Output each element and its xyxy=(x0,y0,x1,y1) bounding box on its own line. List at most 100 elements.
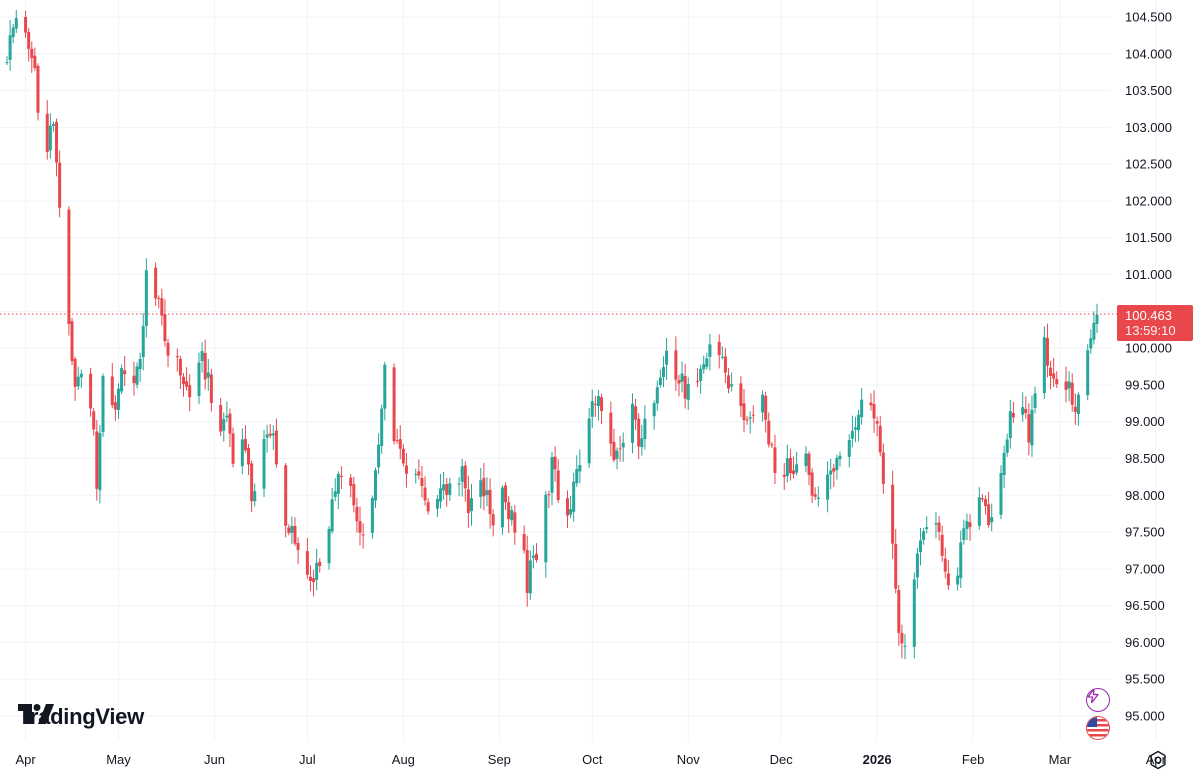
candle-body[interactable] xyxy=(219,405,223,432)
candle-body[interactable] xyxy=(460,466,464,482)
candle-body[interactable] xyxy=(739,383,743,406)
candle-body[interactable] xyxy=(95,431,99,489)
candle-body[interactable] xyxy=(804,453,808,466)
candle-body[interactable] xyxy=(575,469,579,484)
candle-body[interactable] xyxy=(287,527,291,534)
candle-body[interactable] xyxy=(1052,373,1056,379)
candle-body[interactable] xyxy=(89,373,93,409)
gear-icon[interactable] xyxy=(1148,750,1168,770)
candle-body[interactable] xyxy=(247,447,251,465)
candle-body[interactable] xyxy=(8,35,12,60)
candle-body[interactable] xyxy=(1045,337,1049,366)
candle-body[interactable] xyxy=(442,484,446,491)
candle-body[interactable] xyxy=(188,385,192,398)
candle-body[interactable] xyxy=(525,550,529,593)
candle-body[interactable] xyxy=(1055,378,1059,385)
candle-body[interactable] xyxy=(618,448,622,450)
candle-body[interactable] xyxy=(637,418,641,447)
candle-body[interactable] xyxy=(677,379,681,384)
candle-body[interactable] xyxy=(869,402,873,406)
candle-body[interactable] xyxy=(448,483,452,495)
candle-body[interactable] xyxy=(132,375,136,384)
candle-body[interactable] xyxy=(305,551,309,575)
candle-body[interactable] xyxy=(513,512,517,533)
candle-body[interactable] xyxy=(426,502,430,512)
candle-body[interactable] xyxy=(225,415,229,418)
candle-body[interactable] xyxy=(1067,381,1071,389)
candle-body[interactable] xyxy=(185,381,189,387)
candle-body[interactable] xyxy=(271,433,275,436)
candle-body[interactable] xyxy=(333,491,337,497)
candle-body[interactable] xyxy=(123,370,127,375)
candle-body[interactable] xyxy=(922,531,926,540)
candle-body[interactable] xyxy=(157,298,161,300)
candle-body[interactable] xyxy=(166,342,170,356)
candle-body[interactable] xyxy=(943,558,947,572)
candle-body[interactable] xyxy=(113,402,117,410)
candle-body[interactable] xyxy=(853,427,857,430)
candle-body[interactable] xyxy=(160,298,164,316)
candle-body[interactable] xyxy=(138,358,142,370)
candle-body[interactable] xyxy=(881,452,885,484)
candle-body[interactable] xyxy=(1011,412,1015,418)
candle-body[interactable] xyxy=(674,350,678,380)
candle-body[interactable] xyxy=(977,497,981,526)
candle-body[interactable] xyxy=(423,487,427,501)
candle-body[interactable] xyxy=(1027,414,1031,443)
candle-body[interactable] xyxy=(816,497,820,499)
candle-body[interactable] xyxy=(45,113,49,152)
candle-body[interactable] xyxy=(767,420,771,445)
tradingview-logo[interactable]: TradingView xyxy=(18,704,144,730)
candle-body[interactable] xyxy=(980,498,984,500)
candle-body[interactable] xyxy=(705,358,709,367)
candle-body[interactable] xyxy=(1089,338,1093,349)
candle-body[interactable] xyxy=(457,483,461,485)
candle-body[interactable] xyxy=(163,314,167,342)
flash-icon[interactable] xyxy=(1086,688,1110,712)
candle-body[interactable] xyxy=(24,17,28,33)
candle-body[interactable] xyxy=(847,439,851,457)
candle-body[interactable] xyxy=(850,430,854,439)
candle-body[interactable] xyxy=(708,344,712,357)
candle-body[interactable] xyxy=(1024,409,1028,414)
candle-body[interactable] xyxy=(479,480,483,497)
candle-body[interactable] xyxy=(507,502,511,520)
candle-body[interactable] xyxy=(240,439,244,467)
candle-body[interactable] xyxy=(417,471,421,476)
candle-body[interactable] xyxy=(243,438,247,451)
candle-body[interactable] xyxy=(1008,411,1012,439)
candle-body[interactable] xyxy=(1021,407,1025,415)
candle-body[interactable] xyxy=(33,55,37,68)
candle-body[interactable] xyxy=(761,394,765,413)
candle-body[interactable] xyxy=(392,367,396,442)
candle-body[interactable] xyxy=(1030,409,1034,446)
candle-body[interactable] xyxy=(1070,382,1074,405)
candle-body[interactable] xyxy=(556,470,560,500)
candle-body[interactable] xyxy=(832,468,836,472)
candle-body[interactable] xyxy=(531,555,535,558)
candle-body[interactable] xyxy=(135,366,139,385)
candle-body[interactable] xyxy=(274,430,278,465)
candle-body[interactable] xyxy=(593,403,597,405)
candle-body[interactable] xyxy=(875,421,879,424)
candle-body[interactable] xyxy=(621,442,625,448)
candle-body[interactable] xyxy=(751,414,755,416)
candle-body[interactable] xyxy=(414,474,418,476)
candle-body[interactable] xyxy=(903,645,907,647)
candle-body[interactable] xyxy=(48,125,52,151)
candle-body[interactable] xyxy=(308,576,312,581)
candle-body[interactable] xyxy=(590,401,594,417)
candle-body[interactable] xyxy=(200,351,204,362)
candle-body[interactable] xyxy=(596,396,600,406)
candle-body[interactable] xyxy=(717,341,721,356)
candle-body[interactable] xyxy=(55,121,59,163)
candle-body[interactable] xyxy=(1092,322,1096,340)
candle-body[interactable] xyxy=(504,485,508,503)
candle-body[interactable] xyxy=(1042,337,1046,394)
candle-body[interactable] xyxy=(826,474,830,500)
candle-body[interactable] xyxy=(110,376,114,406)
candle-body[interactable] xyxy=(764,395,768,420)
candle-body[interactable] xyxy=(312,578,316,583)
candle-body[interactable] xyxy=(631,403,635,443)
candle-body[interactable] xyxy=(699,368,703,381)
